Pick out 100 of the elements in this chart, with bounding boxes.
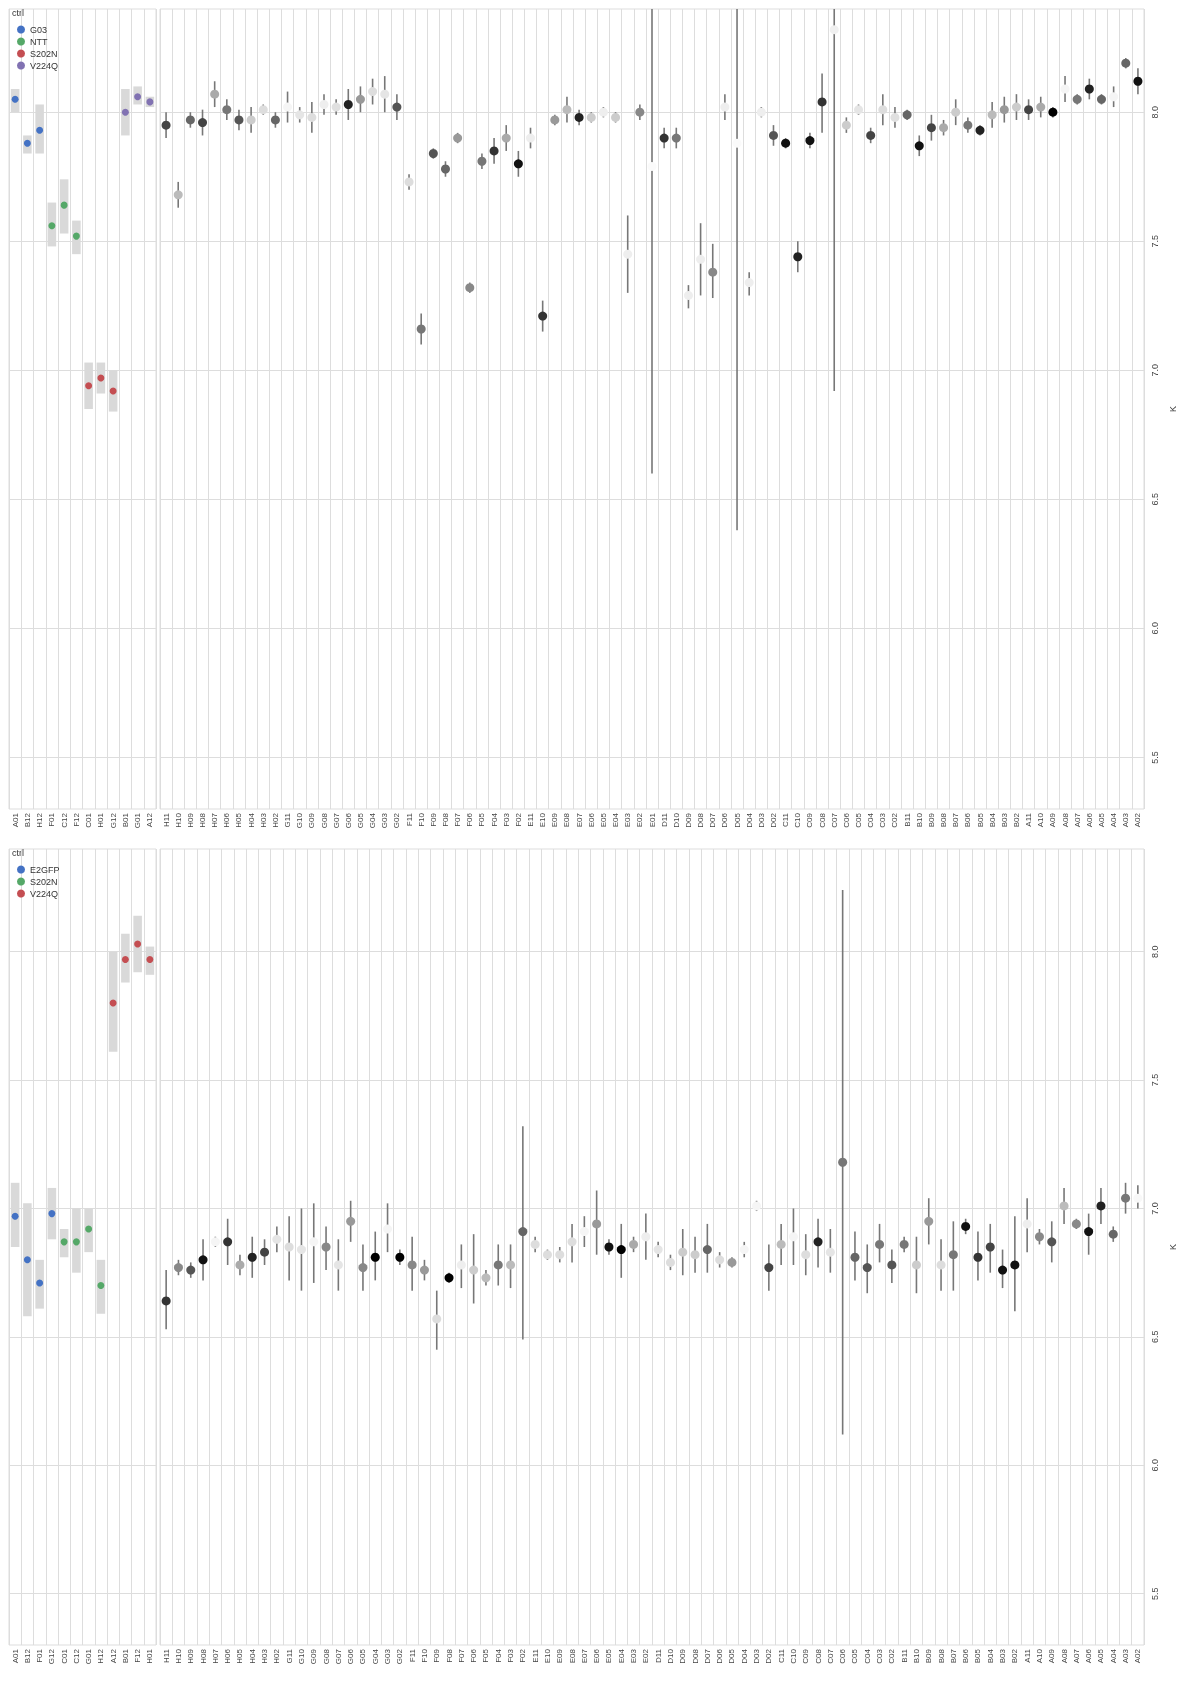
x-tick-label: D10 <box>665 1648 675 1664</box>
x-tick-label: E06 <box>592 1648 602 1664</box>
x-tick-label: A12 <box>108 1648 118 1664</box>
x-tick-label: G02 <box>395 1648 405 1665</box>
x-tick-label: E10 <box>538 812 548 828</box>
x-tick-label: C03 <box>875 1648 885 1664</box>
x-tick-label: B03 <box>998 1648 1008 1664</box>
x-tick-label: G07 <box>333 1648 343 1665</box>
legend-label: S202N <box>30 876 58 887</box>
y-tick-label: 7.0 <box>1149 1202 1160 1215</box>
x-tick-label: B11 <box>899 1648 909 1663</box>
x-tick-label: C01 <box>59 1648 69 1664</box>
x-tick-label: H02 <box>270 812 280 828</box>
x-tick-label: A05 <box>1096 812 1106 828</box>
x-tick-label: F09 <box>428 812 438 827</box>
x-tick-label: C04 <box>866 812 876 828</box>
x-tick-label: C09 <box>801 1648 811 1664</box>
x-tick-label: G08 <box>319 812 329 829</box>
x-tick-label: G03 <box>380 812 390 829</box>
x-tick-label: B05 <box>975 812 985 828</box>
x-tick-label: A10 <box>1036 812 1046 828</box>
x-tick-label: F07 <box>453 812 463 827</box>
x-tick-label: H01 <box>96 812 106 828</box>
x-tick-label: F03 <box>506 1648 516 1663</box>
x-tick-label: A05 <box>1096 1648 1106 1664</box>
x-tick-label: C02 <box>890 812 900 828</box>
x-tick-label: B05 <box>973 1648 983 1664</box>
x-tick-label: C04 <box>862 1648 872 1664</box>
x-tick-label: C07 <box>825 1648 835 1664</box>
x-tick-label: F12 <box>133 1648 143 1663</box>
x-tick-label: G05 <box>358 1648 368 1665</box>
x-tick-label: D02 <box>764 1648 774 1664</box>
x-tick-label: B11 <box>902 812 912 827</box>
legend-label: G03 <box>30 24 48 35</box>
x-tick-label: G01 <box>84 1648 94 1665</box>
x-tick-label: E06 <box>586 812 596 828</box>
y-tick-label: 6.5 <box>1149 1330 1160 1344</box>
x-tick-label: D03 <box>752 1648 762 1664</box>
y-tick-label: 6.0 <box>1149 622 1160 635</box>
x-tick-label: B10 <box>911 1648 921 1664</box>
x-tick-label: G12 <box>47 1648 57 1665</box>
x-tick-label: D06 <box>715 1648 725 1664</box>
x-tick-label: H06 <box>222 812 232 828</box>
x-tick-label: C05 <box>854 812 864 828</box>
x-tick-label: A12 <box>145 812 155 828</box>
x-tick-label: A09 <box>1048 812 1058 828</box>
y-tick-label: 8.0 <box>1149 945 1160 958</box>
x-tick-label: D05 <box>732 812 742 828</box>
x-tick-label: G07 <box>331 812 341 829</box>
y-tick-label: 7.5 <box>1149 235 1160 248</box>
x-tick-label: B01 <box>120 812 130 828</box>
x-tick-label: G11 <box>283 812 293 828</box>
x-tick-label: E04 <box>611 812 621 828</box>
x-tick-label: C08 <box>817 812 827 828</box>
x-tick-label: A01 <box>10 812 20 828</box>
x-tick-label: H11 <box>161 1648 171 1664</box>
x-tick-label: H08 <box>198 1648 208 1664</box>
x-tick-label: C01 <box>84 812 94 828</box>
x-tick-label: H02 <box>272 1648 282 1664</box>
x-tick-label: F11 <box>407 1648 417 1663</box>
x-tick-label: G10 <box>296 1648 306 1665</box>
x-tick-label: D09 <box>683 812 693 828</box>
x-tick-label: F02 <box>513 812 523 827</box>
x-tick-label: D09 <box>678 1648 688 1664</box>
x-tick-label: H10 <box>173 1648 183 1664</box>
x-tick-label: F04 <box>489 812 499 827</box>
x-tick-label: C09 <box>805 812 815 828</box>
x-tick-label: F11 <box>404 812 414 827</box>
x-tick-label: A11 <box>1024 812 1034 827</box>
x-tick-label: C08 <box>813 1648 823 1664</box>
x-tick-label: H03 <box>258 812 268 828</box>
x-tick-label: H09 <box>186 1648 196 1664</box>
x-tick-label: B04 <box>985 1648 995 1664</box>
x-tick-label: B02 <box>1011 812 1021 828</box>
x-tick-label: E05 <box>598 812 608 828</box>
x-tick-label: A06 <box>1084 812 1094 828</box>
x-tick-label: B02 <box>1010 1648 1020 1664</box>
legend-label: S202N <box>30 48 58 59</box>
x-tick-label: E08 <box>562 812 572 828</box>
x-tick-label: A08 <box>1060 812 1070 828</box>
x-tick-label: F06 <box>469 1648 479 1663</box>
y-tick-label: 5.5 <box>1149 1587 1160 1600</box>
y-axis-title: K <box>1167 405 1178 413</box>
y-axis-title: K <box>1167 1243 1178 1251</box>
legend-label: E2GFP <box>30 864 60 875</box>
x-tick-label: F08 <box>440 812 450 827</box>
x-tick-label: F03 <box>501 812 511 827</box>
y-tick-label: 7.0 <box>1149 364 1160 377</box>
x-tick-label: A10 <box>1034 1648 1044 1664</box>
x-tick-label: G05 <box>355 812 365 829</box>
x-tick-label: A11 <box>1022 1648 1032 1663</box>
x-tick-label: C11 <box>781 812 791 828</box>
x-tick-label: E09 <box>555 1648 565 1664</box>
x-tick-label: H03 <box>260 1648 270 1664</box>
x-tick-label: G10 <box>295 812 305 829</box>
x-tick-label: D08 <box>696 812 706 828</box>
x-tick-label: B12 <box>22 1648 32 1664</box>
x-tick-label: B10 <box>914 812 924 828</box>
x-tick-label: D10 <box>671 812 681 828</box>
x-tick-label: B03 <box>999 812 1009 828</box>
